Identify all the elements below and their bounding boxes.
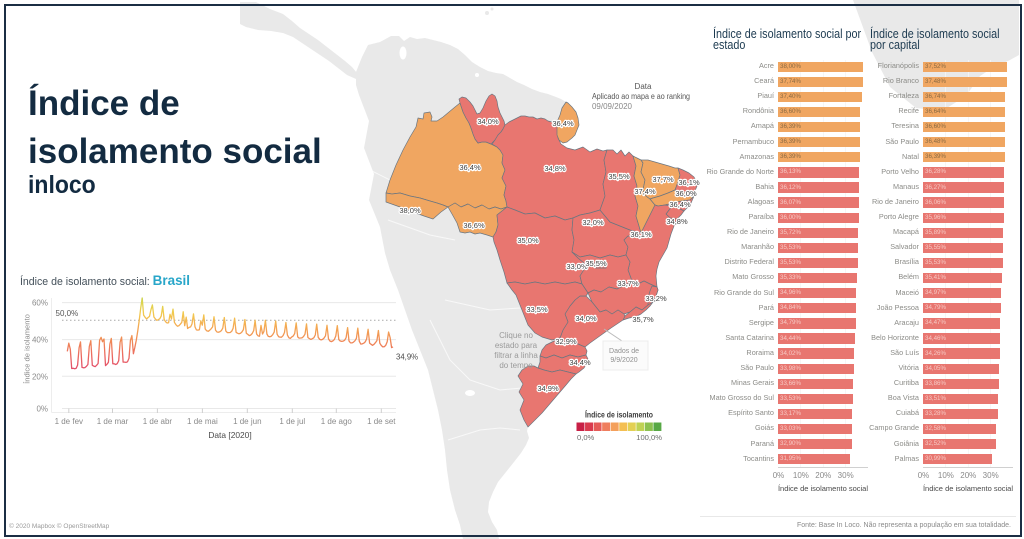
svg-text:1 de mar: 1 de mar [97,417,129,426]
svg-text:36,4%: 36,4% [552,119,574,128]
svg-text:34,0%: 34,0% [477,117,499,126]
svg-text:1 de fev: 1 de fev [55,417,83,426]
svg-text:35,7%: 35,7% [632,315,654,324]
svg-text:1 de jul: 1 de jul [279,417,305,426]
svg-text:Dados de: Dados de [609,348,639,355]
svg-text:estado para: estado para [495,341,538,350]
svg-text:33,7%: 33,7% [617,279,639,288]
svg-text:36,1%: 36,1% [630,230,652,239]
svg-text:36,6%: 36,6% [463,221,485,230]
svg-text:60%: 60% [32,299,48,308]
svg-text:9/9/2020: 9/9/2020 [610,357,637,364]
svg-text:Índice de isolamento: Índice de isolamento [23,314,32,384]
svg-text:37,4%: 37,4% [634,187,656,196]
svg-text:34,8%: 34,8% [544,164,566,173]
svg-text:filtrar a linha: filtrar a linha [494,351,538,360]
svg-text:35,5%: 35,5% [585,259,607,268]
svg-text:1 de abr: 1 de abr [143,417,173,426]
svg-text:0,0%: 0,0% [577,433,595,442]
svg-text:32,0%: 32,0% [582,218,604,227]
svg-text:34,4%: 34,4% [569,358,591,367]
svg-text:100,0%: 100,0% [636,433,662,442]
svg-text:33,2%: 33,2% [645,294,667,303]
svg-text:36,4%: 36,4% [459,163,481,172]
svg-text:35,0%: 35,0% [517,236,539,245]
svg-text:35,5%: 35,5% [608,172,630,181]
svg-text:Clique no: Clique no [499,331,533,340]
svg-text:20%: 20% [32,372,48,381]
svg-text:1 de set: 1 de set [367,417,396,426]
svg-text:Aplicado ao mapa e ao ranking: Aplicado ao mapa e ao ranking [592,92,690,101]
svg-text:Data: Data [635,82,652,91]
svg-text:34,8%: 34,8% [666,217,688,226]
svg-text:Data [2020]: Data [2020] [208,430,251,440]
svg-text:Índice de isolamento: Índice de isolamento [585,410,653,420]
svg-text:1 de ago: 1 de ago [321,417,353,426]
svg-text:34,0%: 34,0% [575,314,597,323]
svg-text:33,0%: 33,0% [566,262,588,271]
svg-text:1 de mai: 1 de mai [187,417,218,426]
svg-text:33,5%: 33,5% [526,305,548,314]
svg-text:40%: 40% [32,336,48,345]
svg-text:1 de jun: 1 de jun [233,417,261,426]
svg-text:37,7%: 37,7% [652,175,674,184]
svg-text:38,0%: 38,0% [399,206,421,215]
svg-text:do tempo: do tempo [499,361,533,370]
svg-text:36,0%: 36,0% [675,189,697,198]
svg-text:0%: 0% [36,405,48,414]
svg-text:09/09/2020: 09/09/2020 [592,102,633,111]
svg-text:32,9%: 32,9% [555,337,577,346]
svg-text:36,4%: 36,4% [669,200,691,209]
svg-text:34,9%: 34,9% [396,353,418,362]
svg-text:34,9%: 34,9% [537,384,559,393]
svg-text:36,1%: 36,1% [678,178,700,187]
svg-text:50,0%: 50,0% [56,309,79,318]
